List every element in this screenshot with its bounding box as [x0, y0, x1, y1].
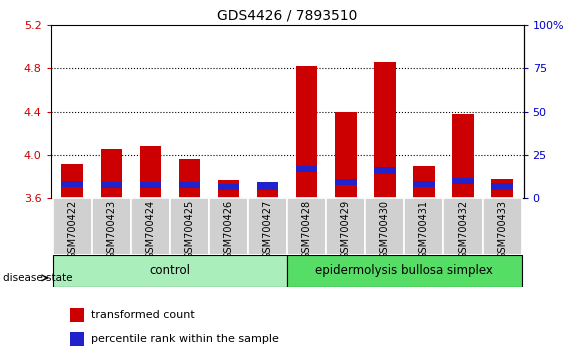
Text: transformed count: transformed count — [91, 310, 195, 320]
Bar — [335, 179, 356, 185]
FancyBboxPatch shape — [482, 198, 522, 255]
Bar — [140, 146, 161, 198]
Bar — [218, 180, 239, 198]
Bar — [101, 182, 122, 188]
Bar — [178, 159, 200, 198]
FancyBboxPatch shape — [365, 198, 404, 255]
Bar — [296, 66, 318, 198]
Text: GSM700424: GSM700424 — [145, 200, 155, 259]
Bar — [452, 178, 473, 184]
FancyBboxPatch shape — [248, 198, 287, 255]
Bar — [70, 332, 84, 346]
Title: GDS4426 / 7893510: GDS4426 / 7893510 — [217, 8, 358, 22]
Bar — [413, 166, 435, 198]
Text: GSM700433: GSM700433 — [497, 200, 507, 259]
FancyBboxPatch shape — [287, 198, 326, 255]
Bar — [257, 185, 278, 198]
Text: disease state: disease state — [3, 273, 72, 283]
FancyBboxPatch shape — [287, 255, 522, 287]
Bar — [452, 114, 473, 198]
Bar — [178, 182, 200, 188]
Text: GSM700422: GSM700422 — [67, 200, 77, 259]
Text: control: control — [149, 264, 190, 277]
Text: GSM700426: GSM700426 — [224, 200, 234, 259]
FancyBboxPatch shape — [170, 198, 209, 255]
Bar — [101, 149, 122, 198]
Text: GSM700427: GSM700427 — [262, 200, 272, 259]
Text: epidermolysis bullosa simplex: epidermolysis bullosa simplex — [315, 264, 493, 277]
Bar — [296, 166, 318, 172]
FancyBboxPatch shape — [131, 198, 170, 255]
Text: percentile rank within the sample: percentile rank within the sample — [91, 333, 279, 344]
Text: GSM700428: GSM700428 — [302, 200, 312, 259]
Bar — [491, 179, 513, 198]
FancyBboxPatch shape — [209, 198, 248, 255]
Text: GSM700431: GSM700431 — [419, 200, 429, 259]
FancyBboxPatch shape — [326, 198, 365, 255]
Bar — [70, 308, 84, 322]
Bar — [374, 62, 396, 198]
Bar — [218, 184, 239, 190]
Bar — [413, 181, 435, 187]
Bar — [335, 112, 356, 198]
Bar — [374, 167, 396, 175]
Text: GSM700429: GSM700429 — [341, 200, 351, 259]
Bar — [61, 164, 83, 198]
Bar — [61, 181, 83, 187]
Bar — [140, 182, 161, 188]
Text: GSM700432: GSM700432 — [458, 200, 468, 259]
FancyBboxPatch shape — [92, 198, 131, 255]
Text: GSM700430: GSM700430 — [380, 200, 390, 259]
FancyBboxPatch shape — [444, 198, 482, 255]
Text: GSM700423: GSM700423 — [106, 200, 116, 259]
Text: GSM700425: GSM700425 — [185, 200, 194, 259]
FancyBboxPatch shape — [52, 255, 287, 287]
Bar — [491, 183, 513, 190]
FancyBboxPatch shape — [52, 198, 92, 255]
FancyBboxPatch shape — [404, 198, 444, 255]
Bar — [257, 182, 278, 190]
